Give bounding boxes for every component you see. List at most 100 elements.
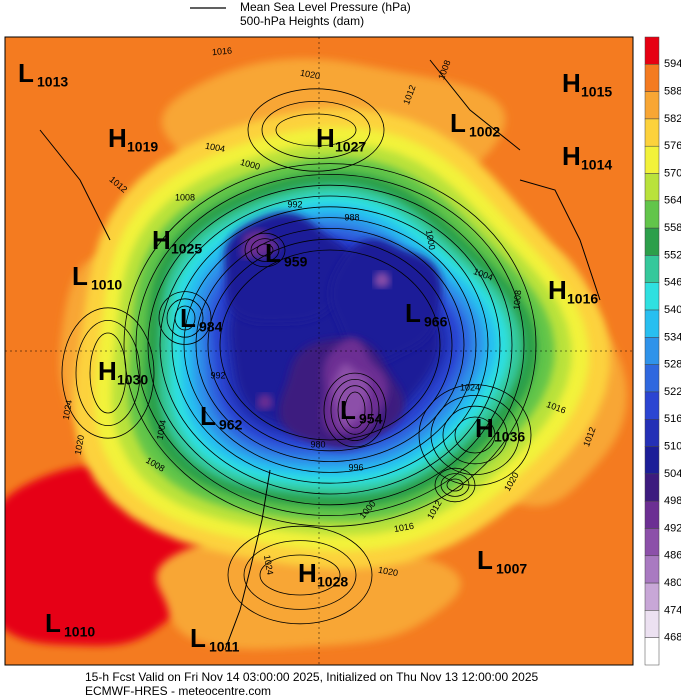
footer-source: ECMWF-HRES - meteocentre.com: [85, 684, 271, 698]
colorbar-box: [644, 391, 660, 420]
isobar: [243, 540, 357, 610]
isobar: [171, 206, 489, 484]
colorbar-label: 576: [664, 140, 681, 152]
colorbar-box: [644, 528, 660, 557]
isobar-label: 1020: [299, 68, 320, 81]
colorbar-box: [644, 309, 660, 338]
colorbar-label: 492: [664, 522, 681, 534]
colorbar-label: 486: [664, 550, 681, 562]
isobar-label: 1024: [262, 554, 275, 575]
colorbar-box: [644, 145, 660, 174]
colorbar-label: 468: [664, 632, 681, 644]
isobar: [174, 305, 196, 331]
isobar-label: 1016: [212, 46, 233, 58]
colorbar-box: [644, 446, 660, 475]
isobar: [330, 378, 380, 441]
isobar-label: 1008: [512, 290, 524, 311]
pressure-center-letter: L: [477, 545, 493, 575]
footer-valid: 15-h Fcst Valid on Fri Nov 14 03:00:00 2…: [85, 670, 539, 684]
colorbar-label: 474: [664, 604, 681, 616]
pressure-center-letter: H: [298, 558, 317, 588]
colorbar-label: 540: [664, 304, 681, 316]
colorbar-label: 534: [664, 331, 681, 343]
colorbar-label: 570: [664, 167, 681, 179]
isobar: [430, 394, 520, 475]
pressure-center-value: 1036: [494, 429, 525, 445]
isobar: [158, 291, 212, 345]
isobar: [159, 195, 501, 495]
colorbar-box: [644, 555, 660, 584]
colorbar-box: [644, 227, 660, 256]
isobar: [135, 173, 525, 517]
isobar-label: 1008: [175, 192, 195, 202]
height-field: [240, 229, 280, 258]
height-field: [330, 239, 442, 364]
colorbar-box: [644, 637, 660, 666]
isobar: [123, 163, 537, 527]
pressure-center-letter: H: [548, 275, 567, 305]
isobar: [183, 217, 477, 473]
isobar-label: 1000: [424, 229, 437, 250]
colorbar-box: [644, 582, 660, 611]
isobar: [247, 88, 385, 172]
isobar: [434, 467, 476, 503]
pressure-center-value: 1019: [127, 139, 158, 155]
pressure-center-letter: H: [475, 413, 494, 443]
isobar-label: 1024: [460, 382, 480, 392]
isobar: [166, 298, 204, 338]
isobar: [227, 525, 373, 625]
pressure-center-value: 1010: [91, 277, 122, 293]
isobar-label: 1020: [73, 434, 86, 455]
colorbar-label: 582: [664, 113, 681, 125]
colorbar-label: 522: [664, 386, 681, 398]
colorbar-label: 528: [664, 359, 681, 371]
isobar-label: 1020: [377, 565, 398, 578]
pressure-center-value: 1016: [567, 291, 598, 307]
height-field: [256, 393, 274, 410]
colorbar-label: 480: [664, 577, 681, 589]
isobar-label: 992: [287, 199, 302, 209]
isobar-label: 1016: [393, 521, 414, 534]
isobar: [250, 238, 280, 262]
colorbar-box: [644, 500, 660, 529]
isobar-label: 988: [344, 212, 359, 222]
pressure-center-letter: H: [562, 68, 581, 98]
pressure-center-value: 1030: [117, 372, 148, 388]
pressure-center-value: 1015: [581, 84, 612, 100]
isobar: [440, 473, 470, 497]
isobar: [275, 113, 357, 147]
isobar: [195, 227, 465, 462]
pressure-center-value: 966: [424, 314, 448, 330]
colorbar-label: 546: [664, 277, 681, 289]
isobar-label: 996: [348, 462, 363, 472]
colorbar-box: [644, 282, 660, 311]
pressure-center-letter: L: [340, 395, 356, 425]
colorbar-label: 564: [664, 195, 681, 207]
colorbar-box: [644, 200, 660, 229]
pressure-center-value: 1028: [317, 574, 348, 590]
colorbar-label: 558: [664, 222, 681, 234]
isobar: [89, 332, 127, 414]
pressure-center-value: 1011: [209, 639, 240, 655]
colorbar-label: 504: [664, 468, 681, 480]
pressure-center-value: 1014: [581, 157, 612, 173]
pressure-center-letter: L: [450, 108, 466, 138]
pressure-center-value: 1002: [469, 124, 500, 140]
colorbar-label: 516: [664, 413, 681, 425]
isobar-label: 1004: [155, 419, 168, 440]
colorbar-box: [644, 337, 660, 365]
colorbar-box: [644, 364, 660, 393]
pressure-center-letter: L: [180, 303, 196, 333]
isobar-label: 992: [210, 370, 225, 380]
pressure-center-value: 1007: [496, 561, 527, 577]
pressure-center-value: 1010: [64, 624, 95, 640]
isobar: [261, 101, 371, 160]
coastline: [39, 59, 601, 651]
colorbar: 594 588 582 576 570 564 558 552 546 540 534 528 522 5…: [644, 36, 681, 666]
legend-heights: 500-hPa Heights (dam): [240, 14, 364, 28]
pressure-center-value: 984: [199, 319, 223, 335]
colorbar-label: 594: [664, 58, 681, 70]
pressure-center-value: 1025: [171, 241, 202, 257]
pressure-center-letter: L: [18, 58, 34, 88]
